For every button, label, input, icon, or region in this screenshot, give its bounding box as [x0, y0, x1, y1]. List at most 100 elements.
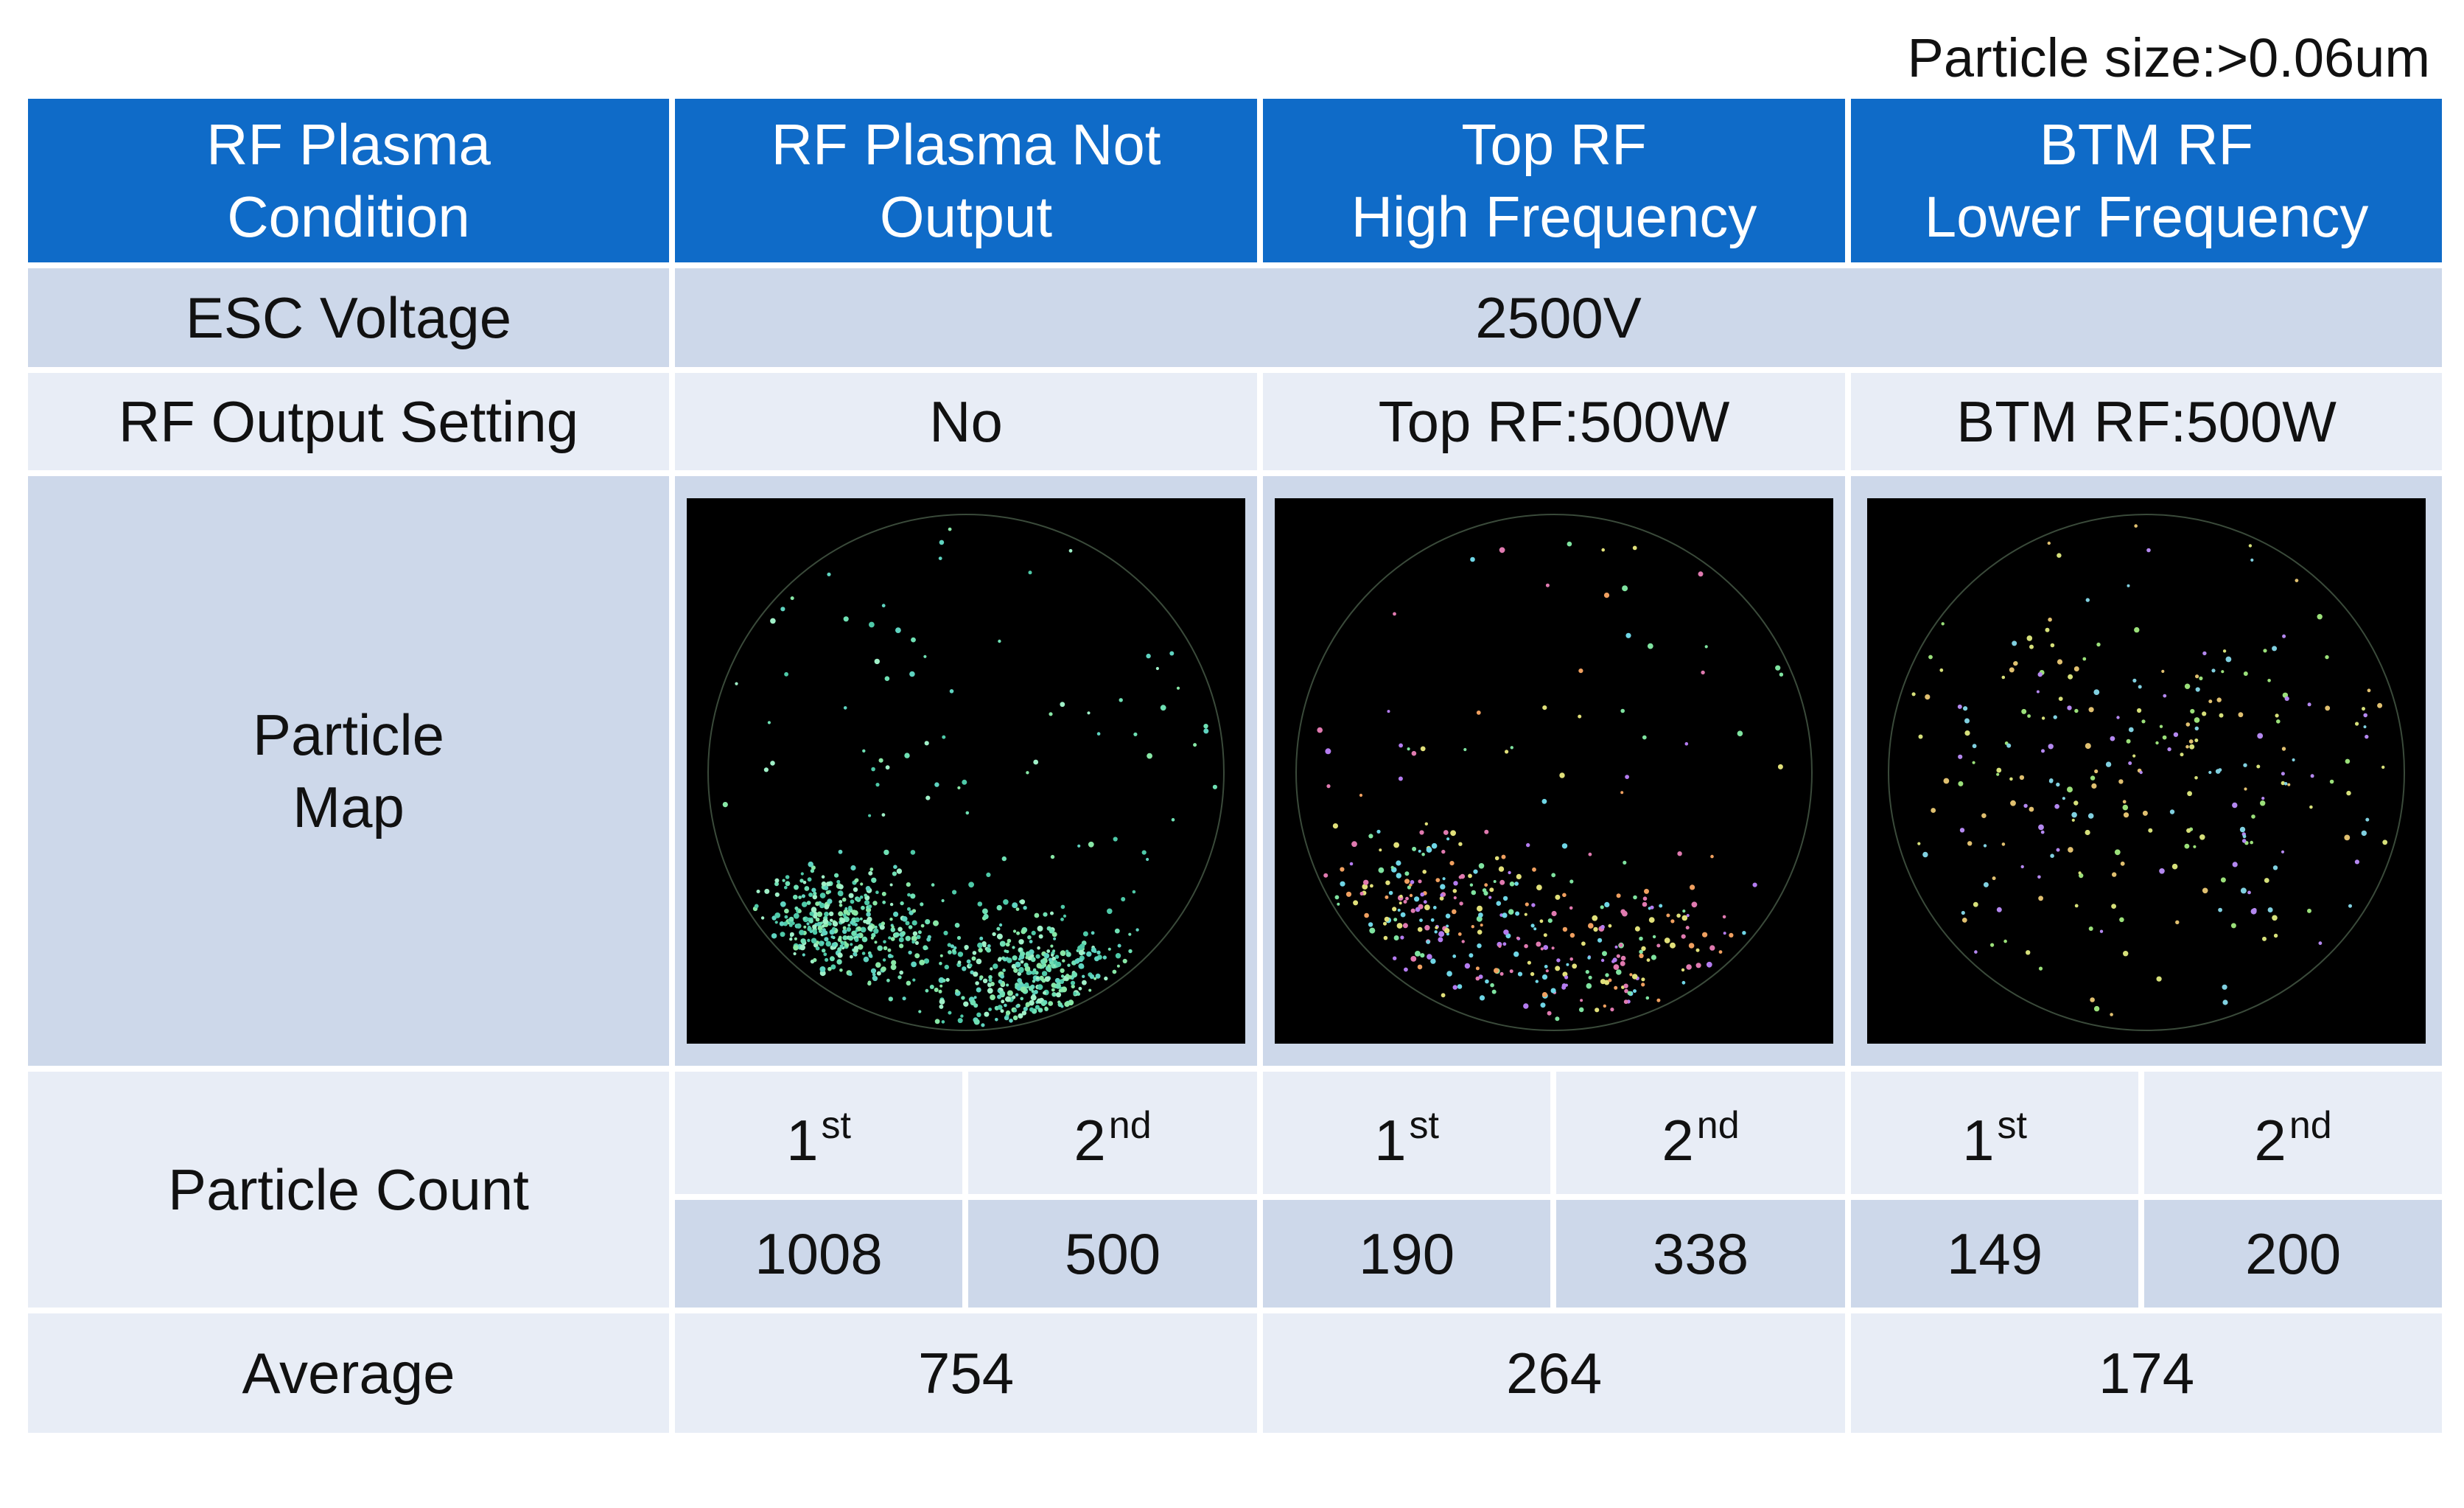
particle-dot — [923, 945, 928, 951]
particle-dot — [2132, 678, 2137, 683]
particle-dot — [1543, 933, 1547, 938]
particle-dot — [1393, 956, 1397, 960]
particle-dot — [1117, 943, 1121, 948]
particle-dot — [916, 935, 921, 940]
particle-dot — [836, 959, 842, 965]
particle-dot — [1037, 925, 1043, 932]
particle-dot — [1656, 943, 1661, 948]
particle-dot — [1077, 992, 1081, 996]
particle-dot — [1399, 743, 1404, 748]
particle-dot — [1420, 892, 1425, 897]
particle-dot — [982, 943, 987, 948]
particle-dot — [1353, 900, 1359, 906]
particle-dot — [941, 1020, 945, 1024]
particle-dot — [2074, 904, 2079, 908]
particle-dot — [1020, 986, 1026, 993]
particle-dot — [1349, 862, 1354, 866]
particle-dot — [783, 921, 788, 926]
particle-dot — [1578, 669, 1583, 674]
particle-dot — [1499, 547, 1505, 554]
header-top-rf: Top RF High Frequency — [1263, 99, 1852, 268]
map-cell — [1263, 476, 1852, 1072]
particle-dot — [1604, 901, 1610, 907]
particle-dot — [1035, 977, 1040, 980]
particle-dot — [1146, 653, 1151, 659]
particle-dot — [1086, 951, 1092, 957]
particle-dot — [1676, 913, 1681, 918]
particle-dot — [1972, 744, 1977, 749]
particle-dot — [850, 899, 855, 904]
particle-dot — [837, 890, 844, 896]
particle-dot — [2354, 859, 2360, 865]
particle-dot — [1028, 985, 1034, 991]
particle-dot — [760, 916, 765, 920]
particle-dot — [810, 868, 815, 873]
particle-dot — [1551, 910, 1557, 917]
particle-dot — [799, 879, 804, 883]
rf-output-row: RF Output Setting No Top RF:500W BTM RF:… — [28, 373, 2443, 476]
particle-dot — [2036, 690, 2040, 694]
particle-dot — [1411, 750, 1417, 756]
particle-dot — [1063, 914, 1067, 918]
particle-dot — [962, 966, 967, 971]
particle-dot — [1410, 908, 1415, 913]
particle-dot — [771, 933, 777, 939]
particle-dot — [861, 952, 866, 955]
particle-dot — [1498, 944, 1502, 948]
particle-dot — [2110, 736, 2115, 741]
particle-dot — [2247, 890, 2251, 895]
particle-dot — [822, 918, 829, 925]
particle-dot — [809, 911, 814, 916]
particle-dot — [1068, 548, 1073, 553]
particle-dot — [871, 877, 877, 883]
particle-dot — [853, 887, 858, 893]
particle-dot — [2037, 671, 2043, 677]
particle-dot — [1685, 926, 1690, 930]
particle-dot — [1688, 943, 1695, 949]
particle-dot — [983, 913, 989, 920]
particle-dot — [1515, 911, 1520, 916]
particle-dot — [824, 911, 829, 917]
particle-dot — [799, 944, 805, 951]
particle-dot — [1959, 828, 1965, 833]
particle-dot — [1469, 883, 1474, 887]
particle-dot — [911, 637, 916, 643]
particle-dot — [1911, 692, 1916, 697]
particle-dot — [2056, 782, 2060, 787]
particle-dot — [821, 941, 825, 945]
particle-dot — [1684, 741, 1689, 746]
particle-dot — [1555, 894, 1561, 900]
particle-dot — [888, 996, 893, 1002]
particle-dot — [1337, 902, 1340, 906]
particle-dot — [837, 952, 843, 958]
particle-dot — [1345, 891, 1352, 897]
particle-dot — [1404, 967, 1408, 972]
particle-dot — [1569, 932, 1575, 938]
particle-dot — [1445, 913, 1451, 919]
particle-dot — [1050, 911, 1054, 915]
particle-dot — [825, 890, 830, 895]
particle-dot — [1957, 704, 1962, 709]
particle-dot — [1430, 958, 1436, 964]
particle-dot — [854, 923, 858, 926]
particle-dot — [1449, 861, 1455, 866]
particle-dot — [1508, 870, 1511, 875]
particle-dot — [1368, 834, 1373, 839]
particle-dot — [1334, 895, 1340, 900]
particle-dot — [839, 918, 846, 924]
particle-dot — [1051, 982, 1057, 988]
run-ordinal: 1st — [1263, 1072, 1557, 1200]
particle-dot — [2275, 713, 2279, 718]
particle-dot — [1601, 548, 1606, 552]
particle-dot — [892, 871, 897, 876]
particle-dot — [1091, 931, 1095, 935]
particle-dot — [830, 935, 834, 939]
particle-dot — [1064, 1001, 1070, 1008]
particle-dot — [2128, 761, 2132, 765]
particle-dot — [2146, 548, 2151, 553]
particle-dot — [872, 972, 876, 977]
particle-dot — [889, 902, 894, 907]
particle-dot — [2010, 800, 2016, 806]
particle-dot — [851, 930, 857, 937]
particle-dot — [1972, 761, 1975, 764]
